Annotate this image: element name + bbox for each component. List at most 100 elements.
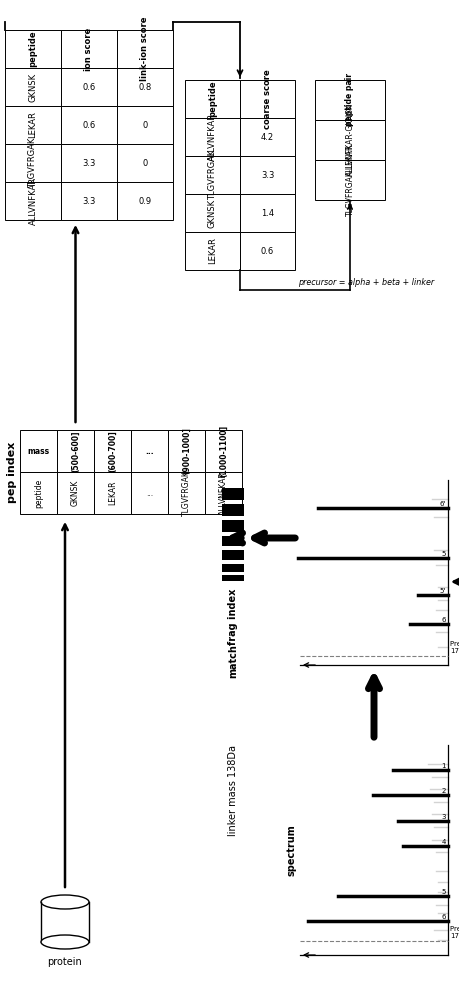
Bar: [61, 106, 117, 144]
Bar: [20, 430, 57, 472]
Bar: [222, 564, 243, 572]
Text: LEKAR: LEKAR: [207, 238, 217, 264]
Text: coarse score: coarse score: [263, 69, 271, 129]
Text: 5: 5: [441, 889, 445, 895]
Bar: [61, 68, 117, 106]
Text: LEKAR: LEKAR: [28, 112, 38, 138]
Text: peptide: peptide: [207, 81, 217, 117]
Bar: [117, 30, 173, 68]
Text: (600-700]: (600-700]: [108, 430, 117, 472]
Bar: [41, 902, 89, 942]
Bar: [5, 182, 61, 220]
Text: match: match: [228, 644, 237, 678]
Bar: [240, 156, 294, 194]
Text: 4: 4: [441, 839, 445, 845]
Text: 3.3: 3.3: [82, 158, 95, 167]
Text: pep index: pep index: [7, 441, 17, 503]
Text: ...: ...: [146, 488, 153, 497]
Text: peptide pair: peptide pair: [345, 74, 354, 126]
Text: ...: ...: [145, 446, 153, 456]
Bar: [222, 536, 243, 546]
Text: (500-600]: (500-600]: [71, 430, 80, 472]
Bar: [205, 472, 241, 514]
Bar: [222, 575, 243, 581]
Bar: [61, 182, 117, 220]
Text: TLGVFRGAK: TLGVFRGAK: [207, 150, 217, 200]
Bar: [205, 430, 241, 472]
Text: 6': 6': [439, 501, 445, 507]
Text: 0: 0: [142, 120, 147, 129]
Text: 0.6: 0.6: [82, 120, 95, 129]
Text: 6: 6: [441, 617, 445, 623]
Text: 0.8: 0.8: [138, 83, 151, 92]
Text: peptide: peptide: [34, 478, 43, 508]
Bar: [131, 472, 168, 514]
Bar: [61, 144, 117, 182]
Text: 3.3: 3.3: [260, 170, 274, 180]
Bar: [314, 80, 384, 120]
Bar: [222, 550, 243, 560]
Bar: [185, 156, 240, 194]
Bar: [168, 430, 205, 472]
Text: spectrum: spectrum: [286, 824, 297, 876]
Bar: [222, 488, 243, 500]
Bar: [5, 68, 61, 106]
Text: ion score: ion score: [84, 27, 93, 71]
Text: precursor = alpha + beta + linker: precursor = alpha + beta + linker: [297, 278, 433, 287]
Bar: [168, 472, 205, 514]
Text: ALLVNFKAR: ALLVNFKAR: [207, 113, 217, 161]
Text: 3.3: 3.3: [82, 196, 95, 206]
Text: GKNSK: GKNSK: [28, 72, 38, 102]
Bar: [314, 120, 384, 160]
Text: 0.6: 0.6: [82, 83, 95, 92]
Text: 1.4: 1.4: [260, 209, 274, 218]
Text: TLGVFRGAK-LEKAR: TLGVFRGAK-LEKAR: [345, 144, 354, 216]
Text: TLGVFRGAK: TLGVFRGAK: [182, 470, 190, 516]
Bar: [131, 430, 168, 472]
Text: 0.9: 0.9: [138, 196, 151, 206]
Text: 1: 1: [441, 763, 445, 769]
Ellipse shape: [41, 895, 89, 909]
Bar: [240, 194, 294, 232]
Text: 4.2: 4.2: [260, 132, 274, 141]
Text: 2: 2: [441, 788, 445, 794]
Text: 0.6: 0.6: [260, 246, 274, 255]
Bar: [61, 30, 117, 68]
Bar: [117, 182, 173, 220]
Bar: [5, 106, 61, 144]
Text: Precursor mass
1704Da: Precursor mass 1704Da: [449, 926, 459, 939]
Bar: [222, 504, 243, 516]
Bar: [94, 472, 131, 514]
Bar: [185, 118, 240, 156]
Text: ALLVNFKAR: ALLVNFKAR: [28, 177, 38, 225]
Text: peptide: peptide: [28, 31, 38, 67]
Bar: [314, 160, 384, 200]
Bar: [5, 30, 61, 68]
Bar: [240, 118, 294, 156]
Text: (900-1000]: (900-1000]: [182, 428, 190, 474]
Bar: [240, 80, 294, 118]
Bar: [94, 430, 131, 472]
Text: mass: mass: [28, 446, 50, 456]
Text: GKNSK: GKNSK: [207, 198, 217, 228]
Bar: [57, 430, 94, 472]
Text: TLGVFRGAK: TLGVFRGAK: [28, 138, 38, 188]
Bar: [117, 106, 173, 144]
Text: 5': 5': [439, 588, 445, 594]
Text: 3: 3: [441, 814, 445, 820]
Text: Precursor mass
1704Da: Precursor mass 1704Da: [449, 641, 459, 654]
Text: ALLVNFKAR-GKNSK: ALLVNFKAR-GKNSK: [345, 104, 354, 176]
Bar: [117, 144, 173, 182]
Bar: [185, 194, 240, 232]
Bar: [240, 232, 294, 270]
Text: ALLVNFKAR: ALLVNFKAR: [218, 471, 228, 515]
Ellipse shape: [41, 935, 89, 949]
Text: protein: protein: [48, 957, 82, 967]
Bar: [185, 232, 240, 270]
Text: (1000-1100]: (1000-1100]: [218, 425, 228, 477]
Text: 0: 0: [142, 158, 147, 167]
Bar: [222, 520, 243, 532]
Text: link-ion score: link-ion score: [140, 17, 149, 81]
Bar: [5, 144, 61, 182]
Text: 6: 6: [441, 914, 445, 920]
